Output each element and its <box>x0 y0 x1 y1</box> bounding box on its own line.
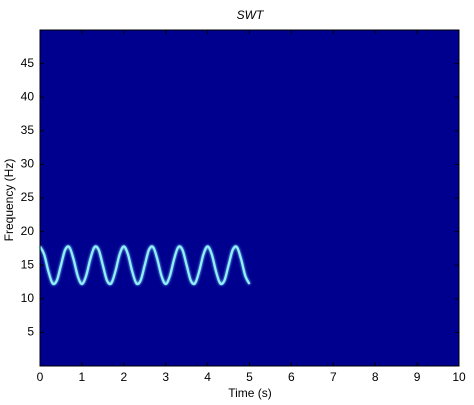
x-tick-label: 7 <box>330 370 337 384</box>
y-tick-label: 15 <box>21 257 35 271</box>
x-tick-label: 10 <box>452 370 466 384</box>
x-tick-label: 1 <box>79 370 86 384</box>
y-tick-label: 35 <box>21 123 35 137</box>
x-tick-label: 5 <box>246 370 253 384</box>
y-tick-label: 30 <box>21 157 35 171</box>
y-axis-label: Frequency (Hz) <box>2 159 16 242</box>
x-tick-label: 9 <box>414 370 421 384</box>
x-tick-label: 0 <box>37 370 44 384</box>
y-tick-label: 20 <box>21 224 35 238</box>
plot-frame <box>39 29 460 367</box>
x-tick-label: 4 <box>204 370 211 384</box>
x-tick-label: 8 <box>372 370 379 384</box>
x-tick-label: 2 <box>120 370 127 384</box>
chart-title: SWT <box>237 8 265 22</box>
y-tick-label: 10 <box>21 291 35 305</box>
plot-background <box>40 30 459 366</box>
x-tick-label: 6 <box>288 370 295 384</box>
y-tick-label: 40 <box>21 89 35 103</box>
frequency-ridge <box>39 245 251 286</box>
y-tick-label: 5 <box>27 325 34 339</box>
y-tick-label: 25 <box>21 190 35 204</box>
x-axis-label: Time (s) <box>228 386 272 400</box>
x-tick-label: 3 <box>162 370 169 384</box>
y-tick-label: 45 <box>21 56 35 70</box>
